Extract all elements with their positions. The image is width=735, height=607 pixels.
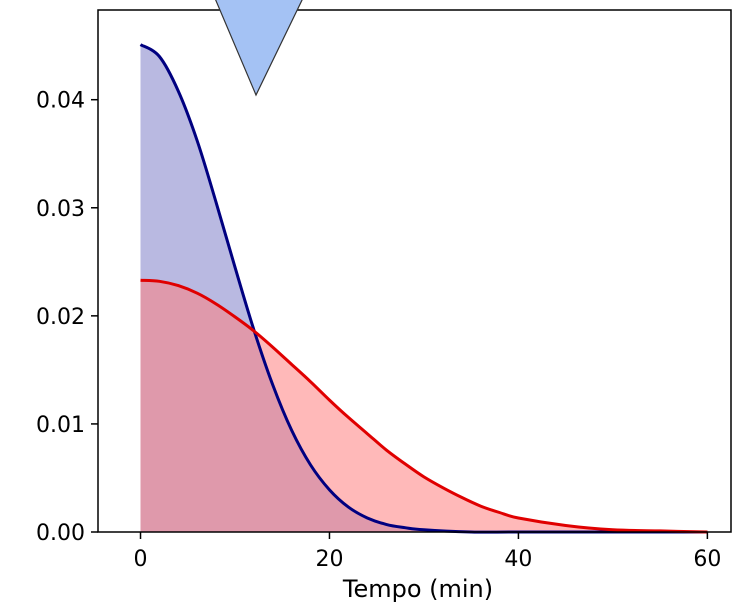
y-tick-label: 0.03: [36, 197, 85, 222]
y-tick-label: 0.02: [36, 305, 85, 330]
axes: 0.00 0.01 0.02 0.03 0.04 0 20 40 60: [36, 89, 721, 572]
y-tick-label: 0.01: [36, 413, 85, 438]
plot-area: [139, 43, 708, 534]
y-tick-label: 0.00: [36, 521, 85, 546]
triangle-marker-icon: [215, 0, 303, 97]
x-tick-label: 40: [504, 547, 532, 572]
x-tick-label: 60: [693, 547, 721, 572]
y-tick-label: 0.04: [36, 89, 85, 114]
x-axis-label: Tempo (min): [342, 575, 493, 603]
series-2-area: [140, 280, 708, 532]
series-2-line: [140, 278, 708, 534]
x-tick-label: 0: [134, 547, 148, 572]
x-tick-label: 20: [315, 547, 343, 572]
plot-frame: [97, 9, 732, 533]
